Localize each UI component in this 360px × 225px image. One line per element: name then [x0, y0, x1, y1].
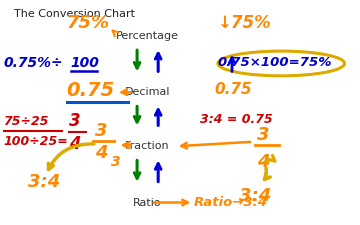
- Text: 3:4 = 0.75: 3:4 = 0.75: [201, 113, 273, 126]
- Text: 100÷25=: 100÷25=: [4, 135, 68, 148]
- Text: 3: 3: [95, 122, 107, 140]
- Text: 0.75%÷: 0.75%÷: [4, 56, 63, 70]
- Text: 3: 3: [257, 126, 269, 144]
- Text: Percentage: Percentage: [116, 31, 179, 41]
- Text: 3: 3: [68, 112, 80, 130]
- Text: 4: 4: [95, 144, 107, 162]
- Text: Ratio: Ratio: [133, 198, 162, 207]
- Text: 0.75×100=75%: 0.75×100=75%: [218, 56, 332, 70]
- Text: 4: 4: [68, 135, 80, 153]
- Text: 4: 4: [257, 153, 269, 171]
- Text: Ratio→3:4: Ratio→3:4: [193, 196, 267, 209]
- Text: 0.75: 0.75: [215, 83, 252, 97]
- Text: 3:4: 3:4: [28, 173, 60, 191]
- Text: Fraction: Fraction: [125, 141, 170, 151]
- Text: ↓75%: ↓75%: [218, 14, 272, 32]
- Text: 75%: 75%: [66, 14, 109, 32]
- Text: 3:4: 3:4: [239, 187, 271, 205]
- Text: Decimal: Decimal: [125, 87, 170, 97]
- Text: 3: 3: [111, 155, 120, 169]
- Text: 100: 100: [70, 56, 99, 70]
- Text: The Conversion Chart: The Conversion Chart: [14, 9, 135, 19]
- Text: 0.75: 0.75: [67, 81, 115, 99]
- Text: 75÷25: 75÷25: [4, 115, 49, 128]
